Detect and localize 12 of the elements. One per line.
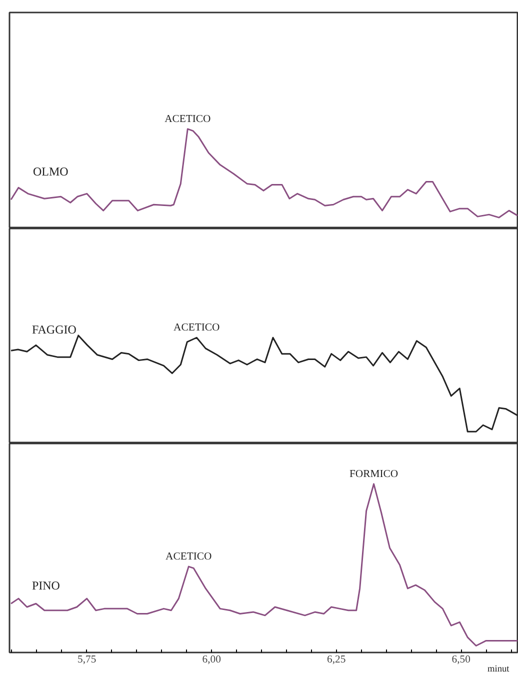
x-tick-label: 6,25	[327, 654, 346, 666]
series-label: OLMO	[32, 164, 69, 179]
annotation: ACETICO	[174, 322, 220, 334]
x-axis-title: minut	[488, 664, 510, 674]
series-label: FAGGIO	[32, 322, 77, 337]
annotation: ACETICO	[164, 114, 212, 125]
annotation: ACETICO	[166, 552, 212, 563]
series-label: PINO	[32, 578, 60, 592]
x-tick-label: 5,75	[78, 654, 96, 666]
x-tick-label: 6,00	[202, 654, 221, 666]
x-tick-label: 6,50	[452, 654, 470, 666]
annotation: FORMICO	[350, 468, 398, 480]
